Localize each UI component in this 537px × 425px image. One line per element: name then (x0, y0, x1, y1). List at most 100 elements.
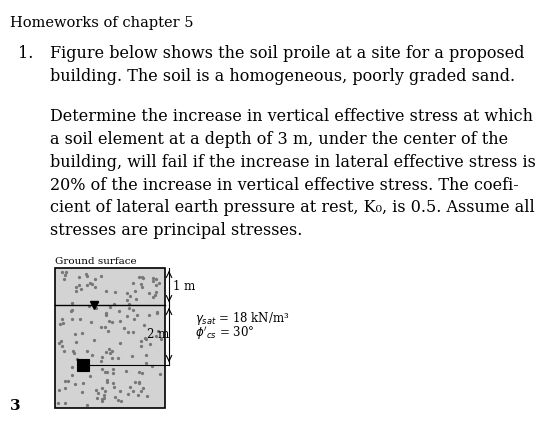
Point (154, 327, 163, 334)
Point (110, 384, 118, 391)
Text: Ground surface: Ground surface (55, 257, 136, 266)
Point (110, 300, 119, 307)
Point (141, 335, 149, 342)
Point (90, 336, 98, 343)
Point (129, 316, 138, 323)
Point (120, 325, 128, 332)
Point (76, 316, 84, 323)
Point (135, 273, 144, 280)
Point (90, 276, 99, 283)
Point (100, 395, 108, 402)
Point (124, 329, 133, 336)
Point (101, 368, 110, 375)
Point (79, 379, 88, 386)
Point (131, 287, 140, 294)
Point (108, 318, 117, 325)
Point (142, 360, 150, 366)
Point (68, 306, 77, 313)
Point (126, 293, 135, 300)
Point (152, 282, 161, 289)
Point (142, 336, 150, 343)
Point (125, 300, 133, 307)
Point (146, 340, 155, 347)
Point (92, 394, 101, 401)
Text: 3: 3 (10, 399, 20, 413)
Point (148, 275, 157, 281)
Point (84, 358, 92, 365)
Point (111, 393, 119, 400)
Point (106, 304, 114, 311)
Point (108, 347, 117, 354)
Point (71, 339, 80, 346)
Text: Determine the increase in vertical effective stress at which
a soil element at a: Determine the increase in vertical effec… (50, 108, 536, 239)
Point (145, 312, 154, 318)
Point (155, 280, 164, 287)
Point (67, 308, 76, 314)
Point (91, 283, 99, 290)
Point (106, 349, 114, 356)
Point (135, 368, 143, 375)
Point (82, 271, 90, 278)
Point (103, 328, 112, 335)
Text: 2 m: 2 m (147, 329, 169, 342)
Point (54, 400, 62, 407)
Point (115, 388, 124, 394)
Text: Homeworks of chapter 5: Homeworks of chapter 5 (10, 16, 193, 30)
Point (108, 354, 117, 361)
Point (68, 364, 76, 371)
Point (108, 370, 117, 377)
Point (123, 296, 132, 303)
Point (151, 275, 160, 282)
Point (58, 342, 67, 349)
Point (82, 282, 91, 289)
Point (62, 269, 70, 276)
Point (136, 338, 145, 345)
Point (157, 335, 165, 342)
Point (68, 315, 76, 322)
Point (150, 292, 159, 299)
Point (57, 268, 66, 275)
Point (86, 280, 95, 287)
Point (98, 398, 106, 405)
Point (103, 368, 112, 375)
Point (97, 324, 105, 331)
Point (69, 349, 78, 356)
Point (151, 289, 160, 296)
Point (83, 402, 92, 408)
Point (141, 352, 150, 359)
Point (68, 372, 76, 379)
Bar (76, 359, 89, 371)
Point (56, 321, 64, 328)
Point (61, 272, 69, 278)
Point (128, 388, 137, 394)
Point (128, 280, 137, 286)
Point (82, 347, 91, 354)
Point (124, 391, 132, 397)
Point (77, 286, 85, 292)
Point (63, 377, 72, 384)
Point (104, 346, 113, 352)
Point (69, 348, 78, 354)
Point (111, 289, 119, 296)
Point (128, 306, 137, 313)
Point (105, 317, 113, 324)
Point (140, 322, 148, 329)
Point (54, 387, 63, 394)
Point (137, 284, 146, 291)
Point (91, 387, 100, 394)
Point (74, 274, 83, 280)
Text: $\phi'_{cs}$ = 30°: $\phi'_{cs}$ = 30° (195, 325, 255, 343)
Point (97, 273, 105, 280)
Point (100, 387, 109, 394)
Point (113, 397, 122, 403)
Point (75, 282, 84, 289)
Point (108, 380, 117, 386)
Point (59, 348, 68, 354)
Point (136, 343, 145, 350)
Point (148, 363, 157, 370)
Point (60, 378, 69, 385)
Point (71, 381, 79, 388)
Point (85, 302, 93, 309)
Point (139, 385, 148, 392)
Point (59, 320, 67, 326)
